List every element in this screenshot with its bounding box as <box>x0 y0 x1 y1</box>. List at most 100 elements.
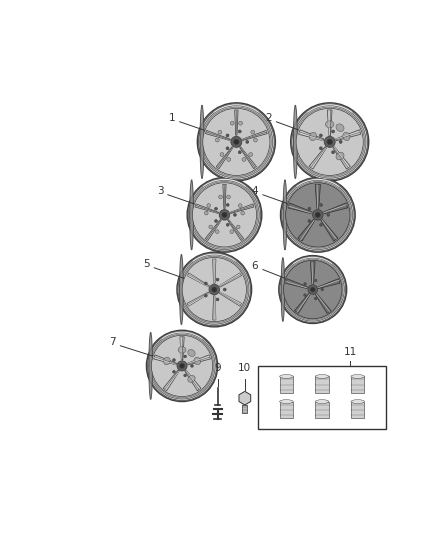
Ellipse shape <box>351 400 364 403</box>
Polygon shape <box>187 355 210 365</box>
Polygon shape <box>228 220 244 240</box>
Bar <box>351 376 364 393</box>
Circle shape <box>315 212 321 217</box>
Circle shape <box>308 207 311 210</box>
Circle shape <box>314 297 317 300</box>
Circle shape <box>205 211 208 215</box>
Circle shape <box>308 220 311 222</box>
Circle shape <box>197 103 276 181</box>
Circle shape <box>215 207 217 210</box>
Polygon shape <box>242 131 267 141</box>
Circle shape <box>149 333 215 399</box>
Circle shape <box>319 134 322 137</box>
Circle shape <box>233 139 239 144</box>
Ellipse shape <box>200 105 204 179</box>
Polygon shape <box>212 296 216 320</box>
Circle shape <box>230 121 234 125</box>
Text: 9: 9 <box>214 362 221 373</box>
Circle shape <box>237 225 240 229</box>
Bar <box>279 401 293 418</box>
Circle shape <box>219 209 230 220</box>
Circle shape <box>327 139 332 144</box>
Ellipse shape <box>194 357 201 365</box>
Polygon shape <box>163 370 179 391</box>
Polygon shape <box>223 184 226 208</box>
Text: 3: 3 <box>157 186 163 196</box>
Circle shape <box>180 255 249 324</box>
Circle shape <box>283 260 342 319</box>
Ellipse shape <box>293 105 297 179</box>
Ellipse shape <box>178 346 186 353</box>
Circle shape <box>283 180 353 249</box>
Circle shape <box>173 370 175 373</box>
Polygon shape <box>298 220 315 241</box>
Circle shape <box>226 147 229 150</box>
Circle shape <box>184 374 187 377</box>
Polygon shape <box>239 391 251 405</box>
Ellipse shape <box>279 375 293 378</box>
Circle shape <box>230 230 233 233</box>
Circle shape <box>281 258 344 321</box>
Ellipse shape <box>309 132 317 141</box>
Circle shape <box>219 195 223 199</box>
Ellipse shape <box>188 350 195 357</box>
Circle shape <box>203 108 270 175</box>
Text: 1: 1 <box>169 113 175 123</box>
Circle shape <box>308 285 318 294</box>
Polygon shape <box>180 337 184 360</box>
Polygon shape <box>286 279 307 288</box>
Circle shape <box>238 204 242 207</box>
Ellipse shape <box>188 375 195 382</box>
Circle shape <box>190 180 259 249</box>
Circle shape <box>332 130 335 133</box>
Bar <box>315 376 329 393</box>
Ellipse shape <box>281 257 285 321</box>
Text: 11: 11 <box>343 348 357 358</box>
Polygon shape <box>154 355 177 365</box>
Circle shape <box>223 288 226 291</box>
Circle shape <box>296 108 363 175</box>
Bar <box>315 401 329 418</box>
Polygon shape <box>336 130 361 141</box>
Circle shape <box>188 179 261 251</box>
Polygon shape <box>309 147 327 169</box>
Circle shape <box>286 183 350 247</box>
Circle shape <box>192 183 257 247</box>
Circle shape <box>285 182 351 248</box>
Circle shape <box>292 104 367 180</box>
Circle shape <box>215 138 219 142</box>
Polygon shape <box>230 204 254 214</box>
Text: 4: 4 <box>252 186 258 196</box>
Circle shape <box>238 151 241 154</box>
Circle shape <box>282 179 354 251</box>
Circle shape <box>280 256 346 322</box>
Circle shape <box>222 212 227 217</box>
Text: 7: 7 <box>109 337 116 347</box>
Circle shape <box>332 151 335 154</box>
Circle shape <box>320 223 322 226</box>
Bar <box>243 405 247 414</box>
Circle shape <box>209 225 212 229</box>
Circle shape <box>339 140 342 143</box>
Circle shape <box>246 140 249 143</box>
Circle shape <box>313 209 323 220</box>
Circle shape <box>209 284 219 295</box>
Circle shape <box>201 107 271 176</box>
Circle shape <box>324 136 335 147</box>
Circle shape <box>279 256 346 324</box>
Circle shape <box>304 294 306 296</box>
Polygon shape <box>315 294 331 313</box>
Circle shape <box>231 136 242 147</box>
Polygon shape <box>321 220 338 241</box>
Text: 6: 6 <box>252 261 258 271</box>
Ellipse shape <box>351 375 364 378</box>
Polygon shape <box>315 184 321 208</box>
Circle shape <box>242 157 246 161</box>
Circle shape <box>226 223 229 226</box>
Circle shape <box>150 334 214 398</box>
Text: 2: 2 <box>265 113 272 123</box>
Circle shape <box>295 107 364 176</box>
Polygon shape <box>219 273 241 287</box>
Circle shape <box>207 204 211 207</box>
Circle shape <box>254 138 258 142</box>
